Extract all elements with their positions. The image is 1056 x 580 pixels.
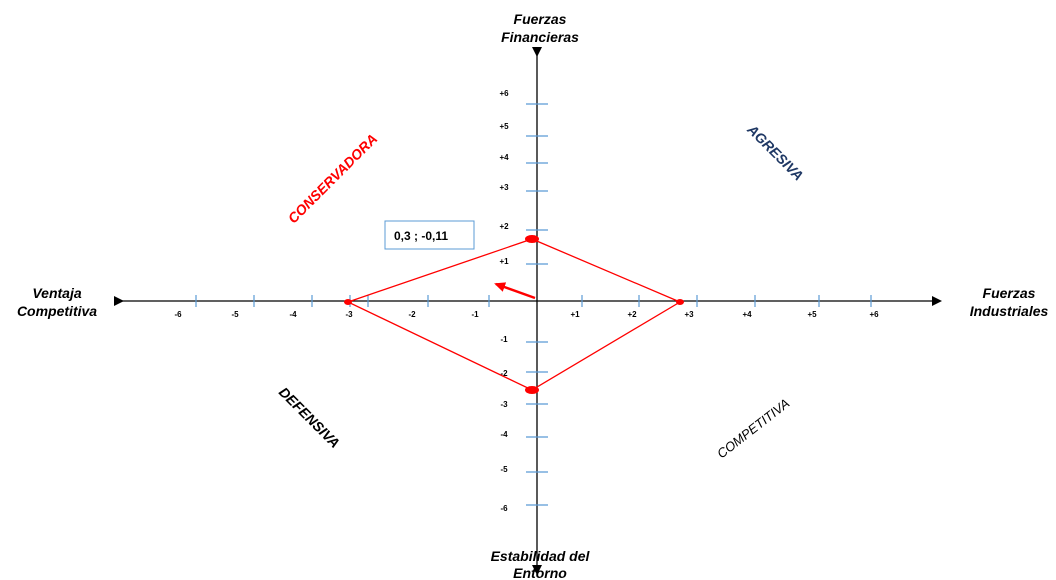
y-neg-tick-label-2: -3 [500, 400, 508, 409]
vertex-dot-top [525, 235, 539, 243]
vertex-dot-bottom [525, 386, 539, 394]
x-neg-tick-label-5: -1 [471, 310, 479, 319]
x-neg-tick-label-1: -5 [231, 310, 239, 319]
bottom-axis-title-line1: Estabilidad del [491, 548, 591, 564]
tick-marks [195, 103, 872, 506]
vertex-dot-left [344, 299, 352, 305]
x-neg-tick-label-2: -4 [289, 310, 297, 319]
x-pos-tick-label-5: +6 [869, 310, 879, 319]
y-pos-tick-label-2: +3 [499, 183, 509, 192]
y-neg-tick-label-4: -5 [500, 465, 508, 474]
right-axis-title-line1: Fuerzas [983, 285, 1036, 301]
quadrant-conservadora: CONSERVADORA [285, 131, 381, 227]
top-axis-title-line1: Fuerzas [514, 11, 567, 27]
y-pos-tick-label-3: +4 [499, 153, 509, 162]
x-neg-tick-label-3: -3 [345, 310, 353, 319]
top-axis-title-line2: Financieras [501, 29, 579, 45]
x-pos-tick-label-3: +4 [742, 310, 752, 319]
quadrant-agresiva: AGRESIVA [744, 121, 807, 184]
result-label-box [384, 220, 475, 250]
x-pos-tick-label-2: +3 [684, 310, 694, 319]
x-neg-tick-label-4: -2 [408, 310, 416, 319]
x-neg-tick-label-0: -6 [174, 310, 182, 319]
y-pos-tick-label-1: +2 [499, 222, 509, 231]
bottom-axis-title-line2: Entorno [513, 565, 567, 580]
y-pos-tick-label-5: +6 [499, 89, 509, 98]
y-neg-tick-label-3: -4 [500, 430, 508, 439]
y-pos-tick-label-0: +1 [499, 257, 509, 266]
quadrant-competitiva: COMPETITIVA [714, 396, 792, 462]
y-neg-tick-label-1: -2 [500, 369, 508, 378]
x-pos-tick-label-0: +1 [570, 310, 580, 319]
y-pos-tick-label-4: +5 [499, 122, 509, 131]
y-neg-tick-label-5: -6 [500, 504, 508, 513]
x-pos-tick-label-1: +2 [627, 310, 637, 319]
result-vector-arrow [494, 282, 536, 300]
left-axis-title-line1: Ventaja [32, 285, 81, 301]
y-neg-tick-label-0: -1 [500, 335, 508, 344]
vertex-dot-right [676, 299, 684, 305]
result-label: 0,3 ; -0,11 [394, 229, 448, 243]
x-pos-tick-label-4: +5 [807, 310, 817, 319]
left-axis-title-line2: Competitiva [17, 303, 97, 319]
right-axis-title-line2: Industriales [970, 303, 1049, 319]
quadrant-defensiva: DEFENSIVA [276, 384, 343, 451]
